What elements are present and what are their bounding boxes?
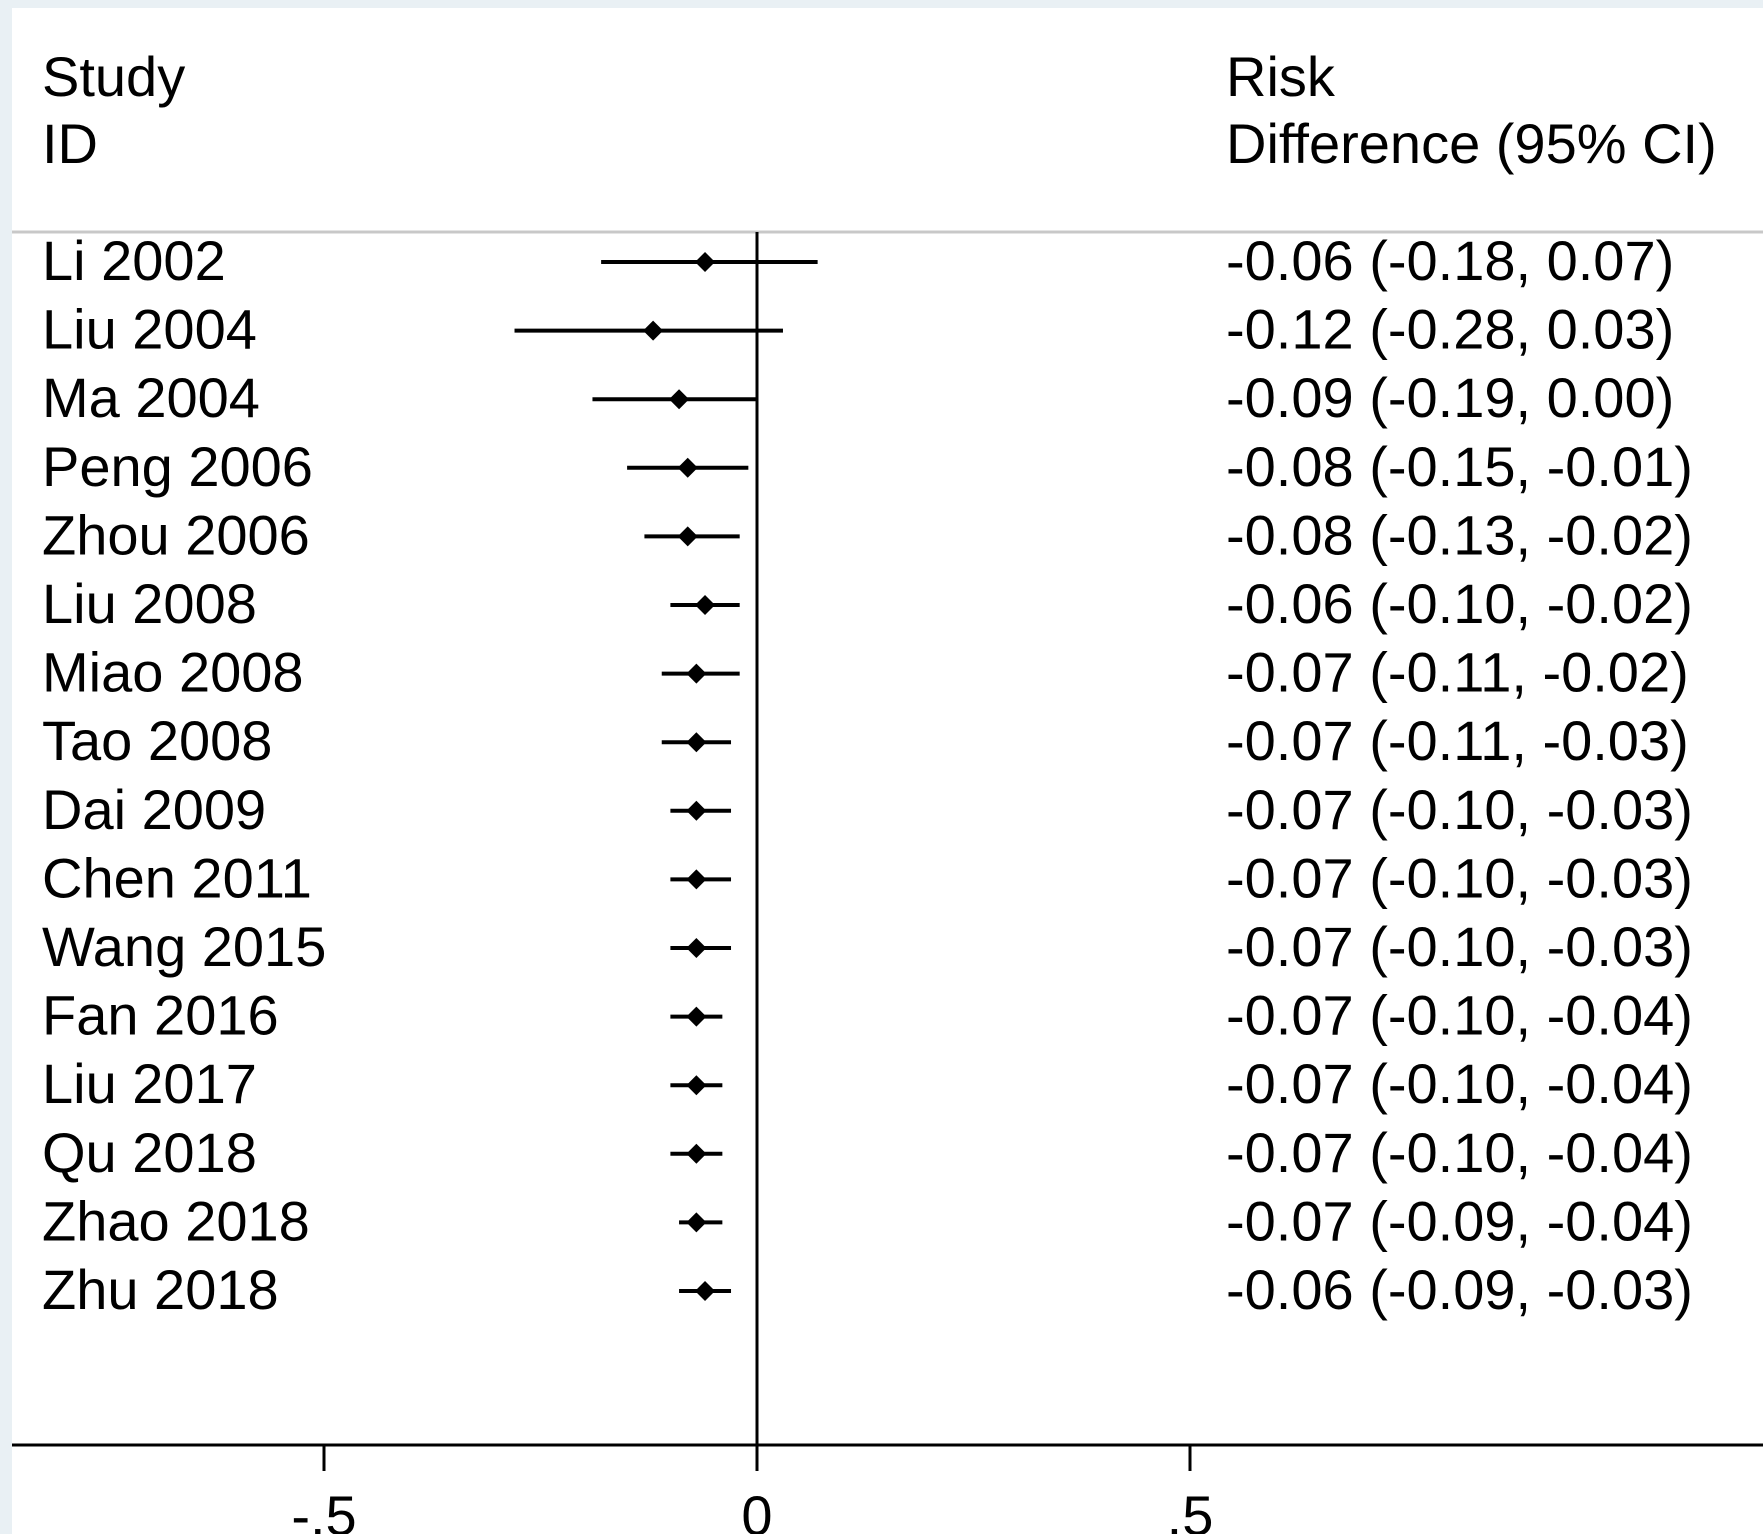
effect-ci-text: -0.08 (-0.13, -0.02) (1226, 503, 1693, 566)
study-label: Zhao 2018 (42, 1189, 310, 1252)
study-label: Qu 2018 (42, 1121, 257, 1184)
effect-ci-text: -0.07 (-0.11, -0.02) (1226, 641, 1689, 704)
study-label: Peng 2006 (42, 435, 313, 498)
point-estimate-marker (686, 732, 707, 753)
forest-plot-panel: Study ID Risk Difference (95% CI) Li 200… (12, 8, 1763, 1534)
study-label: Zhu 2018 (42, 1258, 279, 1321)
study-label: Liu 2004 (42, 298, 257, 361)
study-label: Zhou 2006 (42, 503, 310, 566)
effect-ci-text: -0.07 (-0.10, -0.03) (1226, 915, 1693, 978)
point-estimate-marker (695, 1281, 716, 1301)
effect-ci-text: -0.07 (-0.11, -0.03) (1226, 709, 1689, 772)
column-headers: Study ID Risk Difference (95% CI) (42, 45, 1717, 175)
right-header-line-1: Risk (1226, 45, 1336, 108)
effect-ci-text: -0.12 (-0.28, 0.03) (1226, 298, 1674, 361)
point-estimate-marker (677, 457, 698, 478)
study-label: Miao 2008 (42, 641, 304, 704)
x-axis-tick-label: .5 (1167, 1484, 1214, 1534)
effect-ci-text: -0.07 (-0.10, -0.04) (1226, 1121, 1693, 1184)
study-label: Fan 2016 (42, 984, 279, 1047)
effect-ci-text: -0.07 (-0.10, -0.03) (1226, 778, 1693, 841)
effect-ci-text: -0.07 (-0.10, -0.04) (1226, 984, 1693, 1047)
point-estimate-marker (677, 526, 698, 547)
point-estimate-marker (686, 1212, 707, 1233)
point-estimate-marker (686, 869, 707, 890)
effect-ci-text: -0.07 (-0.10, -0.04) (1226, 1052, 1693, 1115)
effect-ci-text: -0.07 (-0.10, -0.03) (1226, 846, 1693, 909)
study-label: Chen 2011 (42, 846, 312, 909)
point-estimate-marker (686, 1075, 707, 1096)
point-estimate-marker (686, 1006, 707, 1027)
point-estimate-marker (695, 252, 716, 272)
study-label: Wang 2015 (42, 915, 326, 978)
effect-ci-text: -0.08 (-0.15, -0.01) (1226, 435, 1693, 498)
right-header-line-2: Difference (95% CI) (1226, 112, 1717, 175)
study-label: Ma 2004 (42, 366, 260, 429)
effect-ci-text: -0.09 (-0.19, 0.00) (1226, 366, 1674, 429)
study-rows: Li 2002 -0.06 (-0.18, 0.07) Liu 2004 -0.12 … (42, 229, 1693, 1321)
point-estimate-marker (686, 1143, 707, 1164)
point-estimate-marker (669, 389, 690, 410)
effect-ci-text: -0.06 (-0.09, -0.03) (1226, 1258, 1693, 1321)
forest-plot: Study ID Risk Difference (95% CI) Li 200… (12, 45, 1763, 1534)
x-axis: -.5 0 .5 (291, 1445, 1213, 1534)
study-label: Li 2002 (42, 229, 226, 292)
study-label: Dai 2009 (42, 778, 266, 841)
left-header-line-2: ID (42, 112, 98, 175)
study-label: Tao 2008 (42, 709, 272, 772)
study-label: Liu 2017 (42, 1052, 257, 1115)
effect-ci-text: -0.06 (-0.18, 0.07) (1226, 229, 1674, 292)
effect-ci-text: -0.06 (-0.10, -0.02) (1226, 572, 1693, 635)
point-estimate-marker (643, 320, 664, 341)
x-axis-tick-label: 0 (741, 1484, 772, 1534)
point-estimate-marker (686, 663, 707, 684)
point-estimate-marker (686, 800, 707, 821)
point-estimate-marker (686, 938, 707, 958)
effect-ci-text: -0.07 (-0.09, -0.04) (1226, 1189, 1693, 1252)
point-estimate-marker (695, 595, 716, 615)
study-label: Liu 2008 (42, 572, 257, 635)
x-axis-tick-label: -.5 (291, 1484, 356, 1534)
left-header-line-1: Study (42, 45, 185, 108)
